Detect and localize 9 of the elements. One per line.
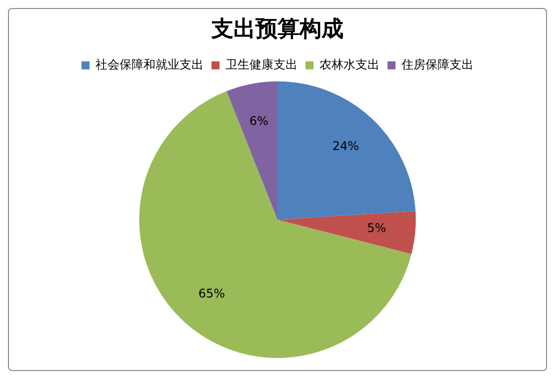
data-label: 24% (332, 139, 359, 154)
data-label: 6% (249, 114, 268, 128)
legend-label: 住房保障支出 (400, 58, 474, 72)
data-label: 65% (198, 286, 225, 301)
chart-title: 支出预算构成 (210, 16, 344, 42)
legend-label: 社会保障和就业支出 (96, 58, 204, 72)
legend-label: 卫生健康支出 (226, 58, 298, 72)
legend-label: 农林水支出 (320, 58, 380, 72)
data-label: 5% (367, 221, 386, 236)
